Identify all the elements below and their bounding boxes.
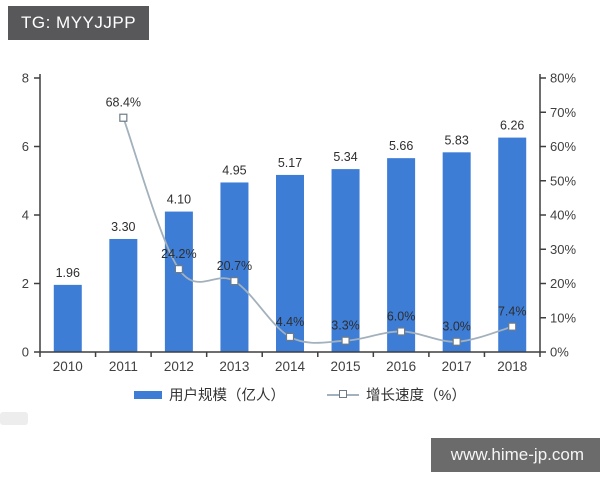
right-axis-tick: 50% bbox=[550, 173, 576, 188]
right-axis-tick: 80% bbox=[550, 71, 576, 86]
bar-value-label: 1.96 bbox=[56, 266, 80, 280]
left-axis-tick: 0 bbox=[22, 345, 29, 360]
line-value-label: 24.2% bbox=[161, 247, 196, 261]
bar-value-label: 5.66 bbox=[389, 139, 413, 153]
line-marker-2015 bbox=[341, 336, 350, 345]
x-axis-label: 2016 bbox=[386, 359, 416, 374]
bar-value-label: 4.10 bbox=[167, 193, 191, 207]
bar-value-label: 6.26 bbox=[500, 119, 524, 133]
bar-value-label: 5.17 bbox=[278, 156, 302, 170]
bar-series-swatch bbox=[134, 390, 163, 399]
line-value-label: 4.4% bbox=[276, 315, 305, 329]
line-value-label: 3.0% bbox=[442, 320, 471, 334]
line-value-label: 3.3% bbox=[331, 319, 360, 333]
bar-2016 bbox=[387, 158, 416, 352]
right-axis-tick: 70% bbox=[550, 105, 576, 120]
bar-2014 bbox=[276, 174, 304, 352]
line-marker-2017 bbox=[452, 337, 461, 346]
bar-value-label: 5.83 bbox=[444, 133, 468, 147]
bar-value-label: 5.34 bbox=[333, 150, 357, 164]
x-axis-label: 2013 bbox=[219, 359, 249, 374]
line-series-swatch bbox=[327, 390, 360, 399]
right-axis-tick: 60% bbox=[550, 139, 576, 154]
legend-item-line: 增长速度（%） bbox=[327, 384, 466, 405]
x-axis-label: 2010 bbox=[53, 359, 83, 374]
bar-2010 bbox=[53, 284, 82, 352]
line-value-label: 7.4% bbox=[498, 305, 527, 319]
bar-2018 bbox=[498, 137, 527, 352]
line-value-label: 6.0% bbox=[387, 309, 416, 323]
x-axis-label: 2015 bbox=[331, 359, 361, 374]
right-axis-tick: 20% bbox=[550, 276, 576, 291]
line-marker-2018 bbox=[508, 322, 517, 331]
x-axis-label: 2014 bbox=[275, 359, 306, 374]
bar-2011 bbox=[109, 238, 138, 352]
right-axis-tick: 10% bbox=[550, 310, 576, 325]
bar-2013 bbox=[220, 182, 249, 352]
bar-value-label: 3.30 bbox=[111, 220, 135, 234]
tg-badge: TG: MYYJJPP bbox=[8, 6, 150, 40]
watermark: www.hime-jp.com bbox=[430, 438, 600, 472]
legend-item-bar: 用户规模（亿人） bbox=[134, 384, 285, 405]
legend-label-line: 增长速度（%） bbox=[366, 388, 466, 404]
line-marker-2016 bbox=[397, 327, 406, 336]
x-axis-label: 2017 bbox=[442, 359, 472, 374]
x-axis-label: 2018 bbox=[497, 359, 527, 374]
left-axis-tick: 8 bbox=[22, 71, 29, 86]
bar-value-label: 4.95 bbox=[222, 163, 246, 177]
left-axis-tick: 2 bbox=[22, 276, 29, 291]
right-axis-tick: 30% bbox=[550, 242, 576, 257]
chart-legend: 用户规模（亿人） 增长速度（%） bbox=[0, 384, 600, 405]
legend-label-bar: 用户规模（亿人） bbox=[169, 388, 286, 404]
bar-2015 bbox=[331, 169, 360, 352]
x-axis-label: 2011 bbox=[109, 359, 138, 374]
left-axis-tick: 4 bbox=[22, 208, 29, 223]
bar-2017 bbox=[442, 152, 471, 352]
line-marker-2011 bbox=[119, 113, 128, 122]
right-axis-tick: 0% bbox=[550, 345, 569, 360]
line-value-label: 20.7% bbox=[217, 259, 252, 273]
line-marker-2013 bbox=[230, 277, 239, 286]
line-marker-2014 bbox=[285, 332, 295, 342]
x-axis-label: 2012 bbox=[164, 359, 194, 374]
left-axis-tick: 6 bbox=[22, 139, 29, 154]
line-value-label: 68.4% bbox=[106, 96, 141, 110]
right-axis-tick: 40% bbox=[550, 208, 576, 223]
bar-2012 bbox=[164, 211, 193, 352]
line-marker-2012 bbox=[174, 265, 183, 274]
scan-artifact bbox=[0, 412, 28, 425]
